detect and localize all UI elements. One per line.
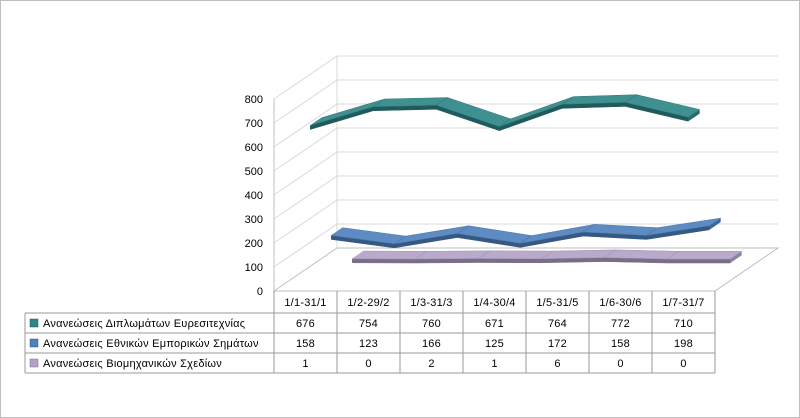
table-cell-value: 172 — [548, 338, 567, 350]
series-2-end-cap — [709, 218, 721, 230]
y-tick-label: 400 — [245, 190, 263, 202]
table-cell-value: 0 — [680, 358, 686, 370]
legend-key — [29, 318, 39, 328]
series-line-1 — [310, 94, 701, 132]
table-cell-value: 676 — [296, 318, 315, 330]
series-1-front-face — [310, 102, 689, 132]
table-cell-value: 760 — [422, 318, 441, 330]
y-tick-label: 200 — [245, 238, 263, 250]
table-cell-value: 166 — [422, 338, 441, 350]
table-cell-value: 198 — [674, 338, 693, 350]
series-lines — [310, 94, 743, 264]
legend-key — [29, 358, 39, 368]
series-2-top-face — [330, 217, 721, 245]
series-line-2 — [330, 217, 721, 249]
table-cell-value: 1 — [491, 358, 497, 370]
series-3-top-face — [351, 249, 743, 260]
series-name: Ανανεώσεις Εθνικών Εμπορικών Σημάτων — [43, 338, 259, 350]
y-tick-label: 500 — [245, 166, 263, 178]
y-tick-label: 700 — [245, 118, 263, 130]
category-label: 1/5-31/5 — [536, 297, 578, 309]
series-line-3 — [351, 249, 743, 264]
series-name: Ανανεώσεις Βιομηχανικών Σχεδίων — [43, 358, 222, 370]
table-cell-value: 123 — [359, 338, 378, 350]
table-cell-value: 772 — [611, 318, 630, 330]
series-1-end-cap — [688, 109, 700, 122]
y-tick-label: 600 — [245, 142, 263, 154]
category-label: 1/6-30/6 — [599, 297, 641, 309]
table-cell-value: 158 — [296, 338, 315, 350]
category-label: 1/7-31/7 — [662, 297, 704, 309]
y-tick-label: 800 — [245, 94, 263, 106]
table-row: Ανανεώσεις Βιομηχανικών Σχεδίων 1 0 2 1 6 0 0 — [29, 358, 686, 370]
data-table: 1/1-31/1 1/2-29/2 1/3-31/3 1/4-30/4 1/5-31/5… — [24, 291, 716, 374]
chart-floor — [272, 247, 780, 292]
table-cell-value: 1 — [302, 358, 308, 370]
series-3-end-cap — [730, 251, 742, 264]
table-cell-value: 671 — [485, 318, 504, 330]
series-name: Ανανεώσεις Διπλωμάτων Ευρεσιτεχνίας — [43, 318, 245, 330]
y-axis: 0 100 200 300 400 500 600 700 800 — [245, 94, 263, 298]
category-label: 1/1-31/1 — [284, 297, 326, 309]
series-1-top-face — [310, 94, 701, 127]
table-cell-value: 0 — [617, 358, 623, 370]
legend-key — [29, 338, 39, 348]
table-cell-value: 0 — [365, 358, 371, 370]
y-tick-label: 100 — [245, 262, 263, 274]
table-cell-value: 764 — [548, 318, 567, 330]
category-label: 1/3-31/3 — [410, 297, 452, 309]
y-tick-label: 300 — [245, 214, 263, 226]
table-cell-value: 2 — [428, 358, 434, 370]
table-cell-value: 6 — [554, 358, 560, 370]
table-cell-value: 125 — [485, 338, 504, 350]
category-label: 1/2-29/2 — [347, 297, 389, 309]
table-row: Ανανεώσεις Διπλωμάτων Ευρεσιτεχνίας 676 75… — [29, 318, 693, 330]
table-cell-value: 158 — [611, 338, 630, 350]
table-cell-value: 710 — [674, 318, 693, 330]
table-row: Ανανεώσεις Εθνικών Εμπορικών Σημάτων 158 1… — [29, 338, 693, 350]
y-tick-label: 0 — [257, 286, 263, 298]
series-2-front-face — [331, 225, 710, 249]
table-cell-value: 754 — [359, 318, 378, 330]
category-label: 1/4-30/4 — [473, 297, 515, 309]
